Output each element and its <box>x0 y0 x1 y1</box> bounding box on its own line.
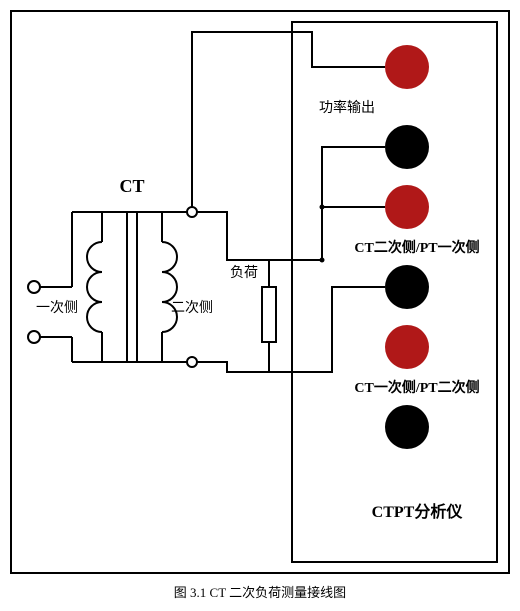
prim-open-term-top <box>28 281 40 293</box>
label-ct: CT <box>119 176 144 196</box>
label-secondary-side: 二次侧 <box>171 300 213 316</box>
diagram-svg: 功率输出 CT二次侧/PT一次侧 CT一次侧/PT二次侧 CTPT分析仪 CT … <box>12 12 508 572</box>
label-ct2-pt1: CT二次侧/PT一次侧 <box>354 239 479 256</box>
load-box <box>262 287 276 342</box>
xfmr-primary-coil <box>87 242 102 332</box>
wiring-diagram: 功率输出 CT二次侧/PT一次侧 CT一次侧/PT二次侧 CTPT分析仪 CT … <box>10 10 510 574</box>
prim-open-term-bot <box>28 331 40 343</box>
wire-sec-to-load-bot <box>197 362 269 372</box>
terminal-power-black <box>385 125 429 169</box>
sec-node-bot <box>187 357 197 367</box>
label-power-output: 功率输出 <box>319 99 375 116</box>
figure-caption: 图 3.1 CT 二次负荷测量接线图 <box>10 582 510 601</box>
label-analyzer: CTPT分析仪 <box>372 502 464 521</box>
terminal-power-red <box>385 45 429 89</box>
label-load: 负荷 <box>230 265 258 281</box>
unused <box>192 67 307 412</box>
label-ct1-pt2: CT一次侧/PT二次侧 <box>354 379 479 396</box>
junction-2 <box>320 258 325 263</box>
label-primary-side: 一次侧 <box>36 300 78 316</box>
terminal-ct2-black <box>385 265 429 309</box>
terminal-ct1-black <box>385 405 429 449</box>
terminal-ct1-red <box>385 325 429 369</box>
sec-node-top <box>187 207 197 217</box>
junction-1 <box>320 205 325 210</box>
terminal-ct2-red <box>385 185 429 229</box>
xfmr-secondary-coil <box>162 242 177 332</box>
wire-sec-to-load-top <box>197 212 269 260</box>
